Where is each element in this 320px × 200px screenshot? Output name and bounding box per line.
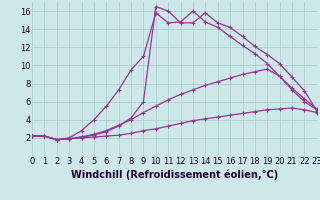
- X-axis label: Windchill (Refroidissement éolien,°C): Windchill (Refroidissement éolien,°C): [71, 169, 278, 180]
